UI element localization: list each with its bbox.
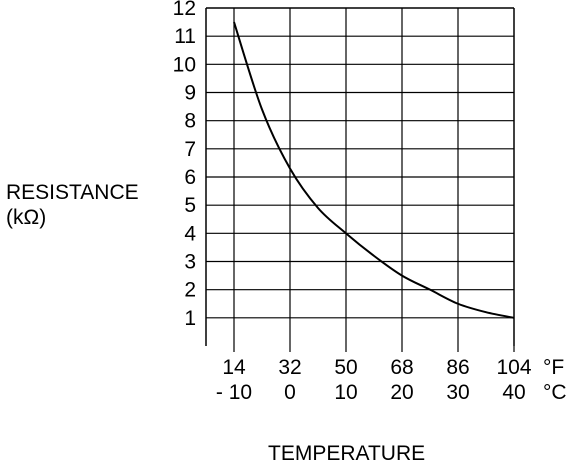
x-tick-label-c: - 10 [216, 381, 252, 404]
x-tick-label-c: 0 [284, 381, 296, 404]
y-tick-label: 2 [184, 279, 196, 302]
x-tick-label-f: 104 [496, 356, 531, 379]
x-tick-label-f: 86 [446, 356, 469, 379]
curve-layer [233, 21, 515, 319]
y-axis-label: RESISTANCE [6, 181, 139, 204]
grid [205, 7, 515, 352]
y-tick-label: 1 [184, 307, 196, 330]
y-tick-label: 7 [184, 138, 196, 161]
y-axis-unit: (kΩ) [6, 206, 46, 229]
y-tick-label: 12 [173, 0, 196, 20]
y-tick-label: 11 [174, 25, 196, 48]
x-tick-label-f: 50 [334, 356, 357, 379]
x-tick-label-f: 32 [278, 356, 301, 379]
x-unit-celsius: °C [543, 381, 567, 404]
x-tick-label-c: 10 [334, 381, 357, 404]
y-tick-label: 4 [184, 222, 196, 245]
y-tick-label: 8 [184, 110, 196, 133]
x-tick-label-c: 40 [502, 381, 525, 404]
x-tick-label-c: 20 [390, 381, 413, 404]
y-tick-label: 9 [184, 82, 196, 105]
x-tick-label-c: 30 [446, 381, 469, 404]
y-tick-label: 10 [173, 53, 196, 76]
y-tick-label: 6 [184, 166, 196, 189]
y-tick-label: 3 [184, 251, 196, 274]
x-tick-label-f: 14 [222, 356, 246, 379]
y-tick-label: 5 [184, 194, 196, 217]
x-unit-fahrenheit: °F [543, 356, 564, 379]
x-axis-label: TEMPERATURE [268, 442, 425, 465]
resistance-curve [233, 21, 515, 319]
x-tick-label-f: 68 [390, 356, 413, 379]
